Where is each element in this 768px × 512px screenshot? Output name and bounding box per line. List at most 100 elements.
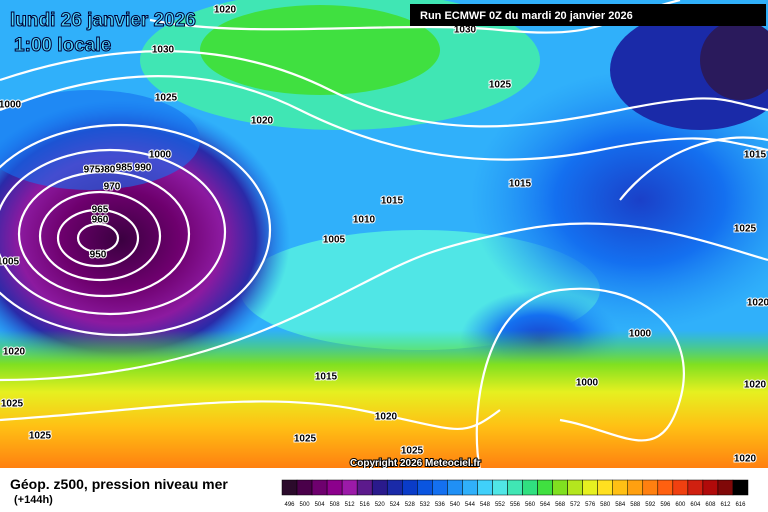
colorbar-label: 496 — [285, 502, 296, 508]
colorbar-swatch — [717, 479, 734, 496]
isobar-label: 1025 — [401, 446, 424, 457]
colorbar-swatch — [567, 479, 583, 496]
colorbar-label: 576 — [585, 502, 596, 508]
colorbar-label: 552 — [495, 502, 506, 508]
colorbar-swatch — [341, 479, 358, 496]
colorbar-label: 508 — [330, 502, 341, 508]
colorbar-swatch — [432, 479, 448, 496]
isobar-label: 1015 — [315, 372, 338, 383]
colorbar-swatch — [732, 479, 749, 496]
isobar-label: 985 — [116, 163, 133, 174]
field — [0, 0, 768, 468]
run-label: Run ECMWF 0Z du mardi 20 janvier 2026 — [420, 10, 633, 22]
isobar-label: 1015 — [744, 150, 767, 161]
colorbar-swatch — [537, 479, 553, 496]
colorbar-label: 536 — [435, 502, 446, 508]
colorbar-label: 560 — [525, 502, 536, 508]
colorbar-label: 588 — [630, 502, 641, 508]
isobar-label: 1030 — [454, 25, 477, 36]
colorbar-label: 528 — [405, 502, 416, 508]
colorbar-swatch — [552, 479, 568, 496]
legend-lead: (+144h) — [14, 494, 53, 506]
copyright: Copyright 2026 Meteociel.fr — [350, 458, 481, 469]
date-title: lundi 26 janvier 2026 — [10, 10, 196, 31]
colorbar-label: 612 — [720, 502, 731, 508]
colorbar-swatch — [657, 479, 674, 496]
colorbar-label: 544 — [465, 502, 476, 508]
colorbar-label: 604 — [690, 502, 701, 508]
isobar-label: 1000 — [149, 150, 172, 161]
colorbar-label: 512 — [345, 502, 356, 508]
isobar-label: 1025 — [734, 224, 757, 235]
isobar-lines — [0, 0, 768, 431]
isobar-label: 1025 — [155, 93, 178, 104]
isobar-label: 1020 — [734, 454, 757, 465]
colorbar-swatch — [627, 479, 644, 496]
isobar-label: 1015 — [381, 196, 404, 207]
colorbar-label: 600 — [675, 502, 686, 508]
colorbar-swatch — [402, 479, 418, 496]
colorbar-label: 540 — [450, 502, 461, 508]
colorbar-label: 584 — [615, 502, 626, 508]
colorbar-label: 596 — [660, 502, 671, 508]
isobar-label: 1005 — [0, 257, 20, 268]
run-box — [410, 4, 766, 26]
legend-title: Géop. z500, pression niveau mer — [10, 476, 228, 492]
isobar-label: 1000 — [0, 100, 22, 111]
isobar-label: 1020 — [214, 5, 237, 16]
colorbar-swatch — [672, 479, 689, 496]
colorbar-label: 592 — [645, 502, 656, 508]
isobar-label: 1020 — [251, 116, 274, 127]
colorbar-label: 608 — [705, 502, 716, 508]
colorbar-swatch — [522, 479, 538, 496]
isobar-label: 1030 — [152, 45, 175, 56]
colorbar-label: 516 — [360, 502, 371, 508]
colorbar-label: 520 — [375, 502, 386, 508]
isobar-label: 1015 — [509, 179, 532, 190]
colorbar-swatch — [296, 479, 313, 496]
colorbar-swatch — [462, 479, 478, 496]
isobar-label: 950 — [90, 250, 107, 261]
isobar-label: 980 — [99, 165, 116, 176]
colorbar-swatch — [597, 479, 613, 496]
isobar-label: 1005 — [323, 235, 346, 246]
colorbar-label: 548 — [480, 502, 491, 508]
isobar-label: 970 — [104, 182, 121, 193]
colorbar-label: 532 — [420, 502, 431, 508]
colorbar-label: 572 — [570, 502, 581, 508]
isobar-label: 1010 — [353, 215, 376, 226]
isobar-label: 1020 — [747, 298, 768, 309]
colorbar-swatch — [687, 479, 704, 496]
colorbar-swatch — [702, 479, 719, 496]
colorbar-label: 564 — [540, 502, 551, 508]
isobar-label: 1025 — [1, 399, 24, 410]
isobar-label: 1025 — [29, 431, 52, 442]
isobar-label: 960 — [92, 215, 109, 226]
colorbar-label: 500 — [300, 502, 311, 508]
colorbar-swatch — [642, 479, 659, 496]
isobar-label: 965 — [92, 205, 109, 216]
colorbar-swatch — [326, 479, 343, 496]
colorbar-label: 616 — [735, 502, 746, 508]
colorbar-label: 556 — [510, 502, 521, 508]
colorbar-swatch — [477, 479, 493, 496]
colorbar-swatch — [356, 479, 373, 496]
isobar-label: 1020 — [375, 412, 398, 423]
isobar-label: 1020 — [3, 347, 26, 358]
colorbar-swatch — [447, 479, 463, 496]
colorbar-swatch — [582, 479, 598, 496]
colorbar-swatch — [371, 479, 388, 496]
colorbar-swatch — [507, 479, 523, 496]
time-title: 1:00 locale — [14, 35, 111, 56]
colorbar-swatch — [281, 479, 298, 496]
isobar-label: 1020 — [744, 380, 767, 391]
colorbar-swatch — [612, 479, 628, 496]
colorbar-label: 524 — [390, 502, 401, 508]
isobar-label: 1000 — [629, 329, 652, 340]
colorbar-label: 580 — [600, 502, 611, 508]
colorbar-label: 504 — [315, 502, 326, 508]
isobar-label: 975 — [84, 165, 101, 176]
isobar-label: 1025 — [294, 434, 317, 445]
colorbar: 496 500 504 508 512 516 520 524 528 532 536 540 544 5… — [281, 479, 749, 508]
